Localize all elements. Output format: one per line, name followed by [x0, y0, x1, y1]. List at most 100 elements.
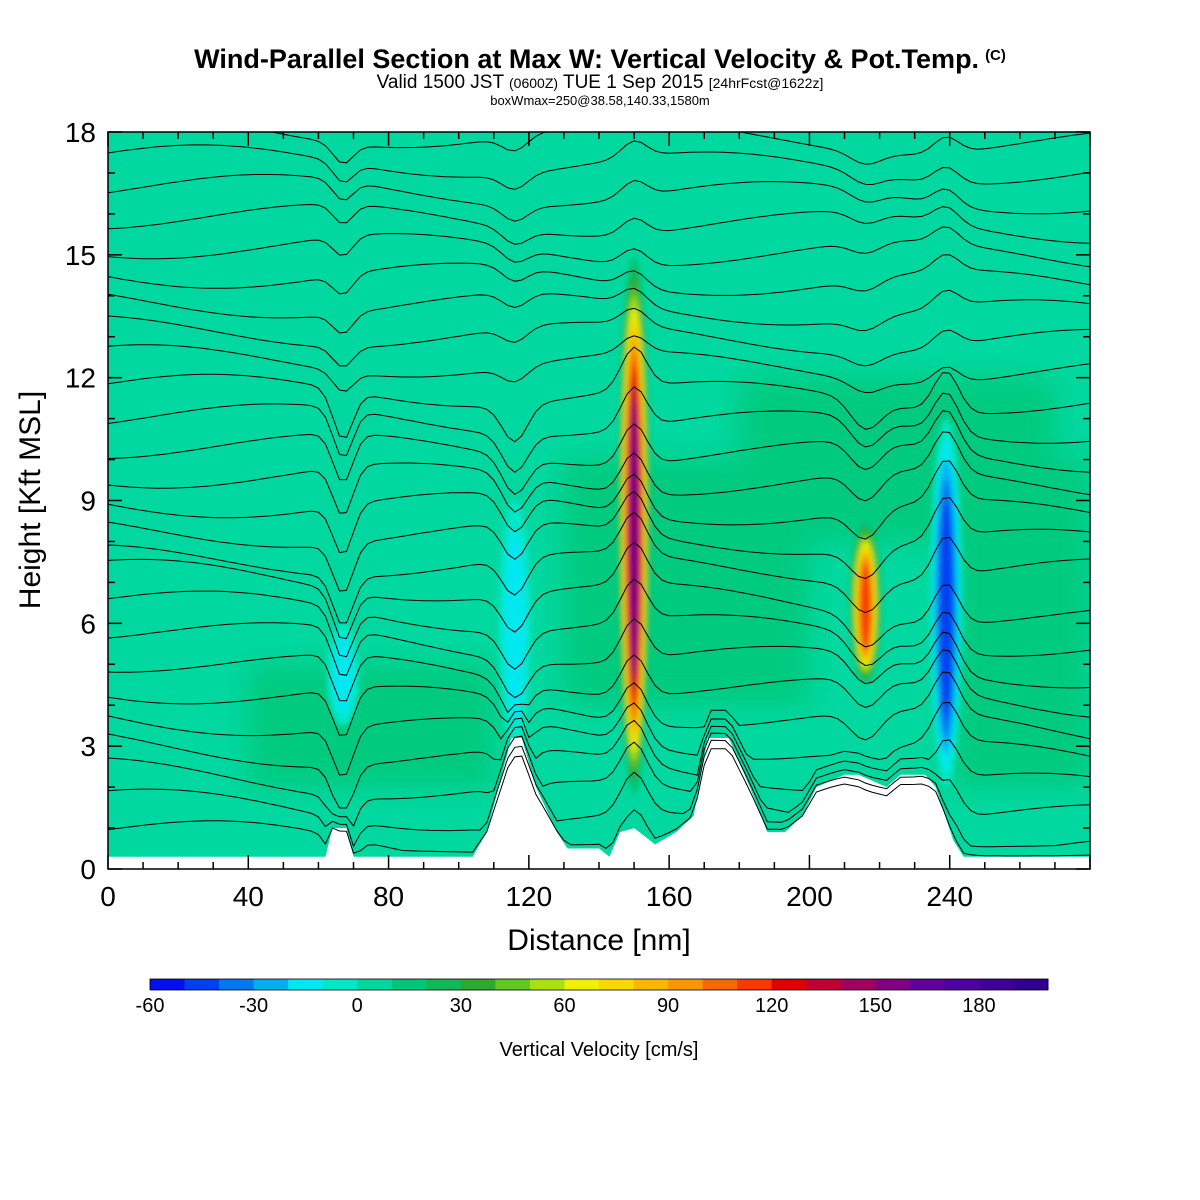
x-tick-label: 160 — [646, 881, 693, 912]
x-axis-label: Distance [nm] — [507, 924, 690, 957]
isentrope — [108, 287, 1090, 334]
colorbar-swatch — [771, 979, 807, 990]
isentrope — [108, 254, 1090, 296]
colorbar-swatch — [460, 979, 496, 990]
colorbar-swatch — [253, 979, 289, 990]
chart-title: Wind-Parallel Section at Max W: Vertical… — [0, 44, 1200, 75]
colorbar-swatch — [806, 979, 842, 990]
valid-time: Valid 1500 JST — [376, 72, 504, 93]
colorbar-swatch — [426, 979, 462, 990]
colorbar-swatch — [737, 979, 773, 990]
velocity-contour — [860, 564, 871, 650]
colorbar-swatch — [288, 979, 324, 990]
isentrope — [108, 386, 1090, 473]
colorbar-swatch — [978, 979, 1014, 990]
isentrope — [108, 671, 1090, 741]
y-axis-label: Height [Kft MSL] — [14, 391, 47, 609]
x-tick-label: 80 — [373, 881, 404, 912]
isentrope — [108, 431, 1090, 514]
terrain — [108, 738, 1090, 869]
isentrope — [108, 174, 1090, 222]
colorbar-swatch — [702, 979, 738, 990]
velocity-contour — [629, 402, 639, 675]
colorbar-tick-label: 90 — [657, 995, 679, 1017]
colorbar-swatch — [322, 979, 358, 990]
copyright-mark: (C) — [985, 47, 1006, 64]
colorbar-border — [149, 978, 1049, 991]
colorbar-tick-label: -60 — [136, 995, 165, 1017]
colorbar-tick-label: 0 — [352, 995, 363, 1017]
colorbar-swatch — [495, 979, 531, 990]
y-tick-label: 0 — [80, 854, 96, 885]
y-tick-label: 12 — [65, 363, 96, 394]
colorbar-swatch — [944, 979, 980, 990]
colorbar-swatch — [668, 979, 704, 990]
isentrope — [108, 140, 1090, 190]
y-tick-label: 6 — [80, 608, 96, 639]
colorbar-tick-label: 150 — [859, 995, 892, 1017]
plot-frame — [107, 131, 1091, 870]
x-tick-label: 200 — [786, 881, 833, 912]
colorbar-swatch — [909, 979, 945, 990]
y-tick-label: 9 — [80, 486, 96, 517]
isentrope — [108, 578, 1090, 670]
x-tick-label: 120 — [505, 881, 552, 912]
velocity-feature — [498, 500, 531, 747]
colorbar-swatch — [357, 979, 393, 990]
velocity-feature — [930, 418, 963, 788]
colorbar-swatch — [633, 979, 669, 990]
colorbar-swatch — [184, 979, 220, 990]
isentrope — [108, 649, 1090, 718]
isentrope — [108, 511, 1090, 624]
y-tick-label: 3 — [80, 731, 96, 762]
chart-subtitle: Valid 1500 JST (0600Z) TUE 1 Sep 2015 [2… — [0, 72, 1200, 94]
valid-date: TUE 1 Sep 2015 — [562, 72, 704, 93]
isentrope — [108, 346, 1090, 443]
isentrope — [108, 490, 1090, 592]
isentrope — [108, 307, 1090, 367]
forecast-label: [24hrFcst@1622z] — [708, 75, 824, 91]
colorbar-swatch — [599, 979, 635, 990]
isentrope — [108, 732, 1090, 828]
colorbar-swatch — [150, 979, 186, 990]
x-tick-label: 0 — [100, 881, 116, 912]
colorbar: -60 -30 0 30 60 90 120 150 180 Vertical Velocity … — [136, 978, 1049, 1061]
colorbar-swatch — [219, 979, 255, 990]
title-text: Wind-Parallel Section at Max W: Vertical… — [194, 44, 980, 74]
colorbar-tick-label: 120 — [755, 995, 788, 1017]
velocity-contour — [504, 530, 526, 722]
x-tick-label: 40 — [233, 881, 264, 912]
y-tick-label: 18 — [65, 117, 96, 148]
colorbar-swatch — [1013, 979, 1049, 990]
box-info: boxWmax=250@38.58,140.33,1580m — [490, 93, 710, 108]
velocity-feature — [849, 520, 882, 685]
colorbar-tick-label: 60 — [553, 995, 575, 1017]
colorbar-swatch — [875, 979, 911, 990]
colorbar-tick-label: 30 — [450, 995, 472, 1017]
x-tick-label: 240 — [926, 881, 973, 912]
velocity-contour — [939, 499, 953, 721]
colorbar-swatch — [391, 979, 427, 990]
colorbar-tick-label: 180 — [962, 995, 995, 1017]
isentrope — [108, 460, 1090, 554]
isentrope — [108, 618, 1090, 699]
weak-updraft-patch — [949, 459, 1090, 788]
isentrope — [108, 719, 1090, 809]
colorbar-swatch — [529, 979, 565, 990]
axes: 0 40 80 120 160 200 240 0 3 6 9 12 15 18 Distance [nm]… — [14, 117, 973, 957]
isentrope — [108, 226, 1090, 268]
isentrope — [108, 410, 1090, 496]
colorbar-swatch — [564, 979, 600, 990]
valid-zulu: (0600Z) — [509, 75, 559, 91]
isentrope — [108, 203, 1090, 245]
isentrope — [108, 541, 1090, 648]
colorbar-label: Vertical Velocity [cm/s] — [500, 1039, 699, 1061]
isentrope — [108, 748, 1090, 857]
y-tick-label: 15 — [65, 240, 96, 271]
colorbar-tick-label: -30 — [239, 995, 268, 1017]
isentrope — [108, 739, 1090, 848]
plot-area — [108, 132, 1090, 869]
colorbar-swatch — [840, 979, 876, 990]
isentrope — [108, 701, 1090, 776]
